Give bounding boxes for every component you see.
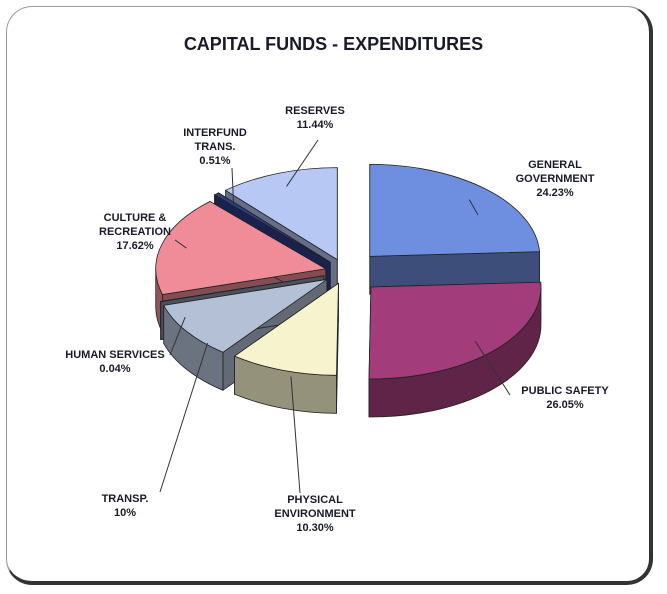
leader-line: [286, 139, 319, 187]
value-label: 10%: [113, 507, 137, 519]
slice-label: RESERVES 11.44%: [265, 104, 365, 132]
category-label: PHYSICAL ENVIRONMENT: [274, 494, 356, 520]
leader-line: [474, 340, 511, 396]
slice: [368, 281, 542, 418]
leader-line: [174, 239, 187, 249]
category-label: PUBLIC SAFETY: [521, 385, 609, 397]
slice-top: [369, 163, 541, 257]
value-label: 0.04%: [99, 363, 131, 375]
category-label: GENERAL GOVERNMENT: [515, 159, 595, 185]
category-label: TRANSP.: [101, 493, 149, 505]
category-label: HUMAN SERVICES: [65, 349, 165, 361]
value-label: 10.30%: [296, 522, 334, 534]
slice-top: [233, 282, 339, 376]
category-label: INTERFUND TRANS.: [183, 127, 247, 153]
slice-top: [368, 281, 542, 380]
slice-label: CULTURE & RECREATION 17.62%: [80, 211, 190, 253]
leader-line: [468, 199, 479, 216]
leader-line: [159, 342, 209, 493]
chart-title: CAPITAL FUNDS - EXPENDITURES: [183, 34, 484, 54]
slice-label: INTERFUND TRANS. 0.51%: [170, 126, 260, 168]
slice-top: [160, 275, 324, 303]
leader-line: [231, 167, 235, 205]
category-label: RESERVES: [285, 105, 345, 117]
slice-label: HUMAN SERVICES 0.04%: [50, 348, 180, 376]
value-label: 26.05%: [546, 399, 584, 411]
category-label: CULTURE & RECREATION: [99, 212, 171, 238]
slice-top: [224, 167, 338, 261]
slice-label: GENERAL GOVERNMENT 24.23%: [500, 158, 610, 200]
slice-label: PHYSICAL ENVIRONMENT 10.30%: [255, 493, 375, 535]
value-label: 17.62%: [116, 240, 154, 252]
slice-top: [155, 201, 327, 295]
leader-line: [169, 316, 186, 356]
value-label: 0.51%: [199, 155, 231, 167]
value-label: 24.23%: [536, 187, 574, 199]
leader-line: [290, 376, 301, 494]
slice-top: [213, 192, 331, 263]
value-label: 11.44%: [296, 119, 334, 131]
slice-label: PUBLIC SAFETY 26.05%: [510, 384, 620, 412]
slice-label: TRANSP. 10%: [85, 492, 165, 520]
slice-top: [163, 279, 328, 353]
slice: [233, 282, 339, 414]
